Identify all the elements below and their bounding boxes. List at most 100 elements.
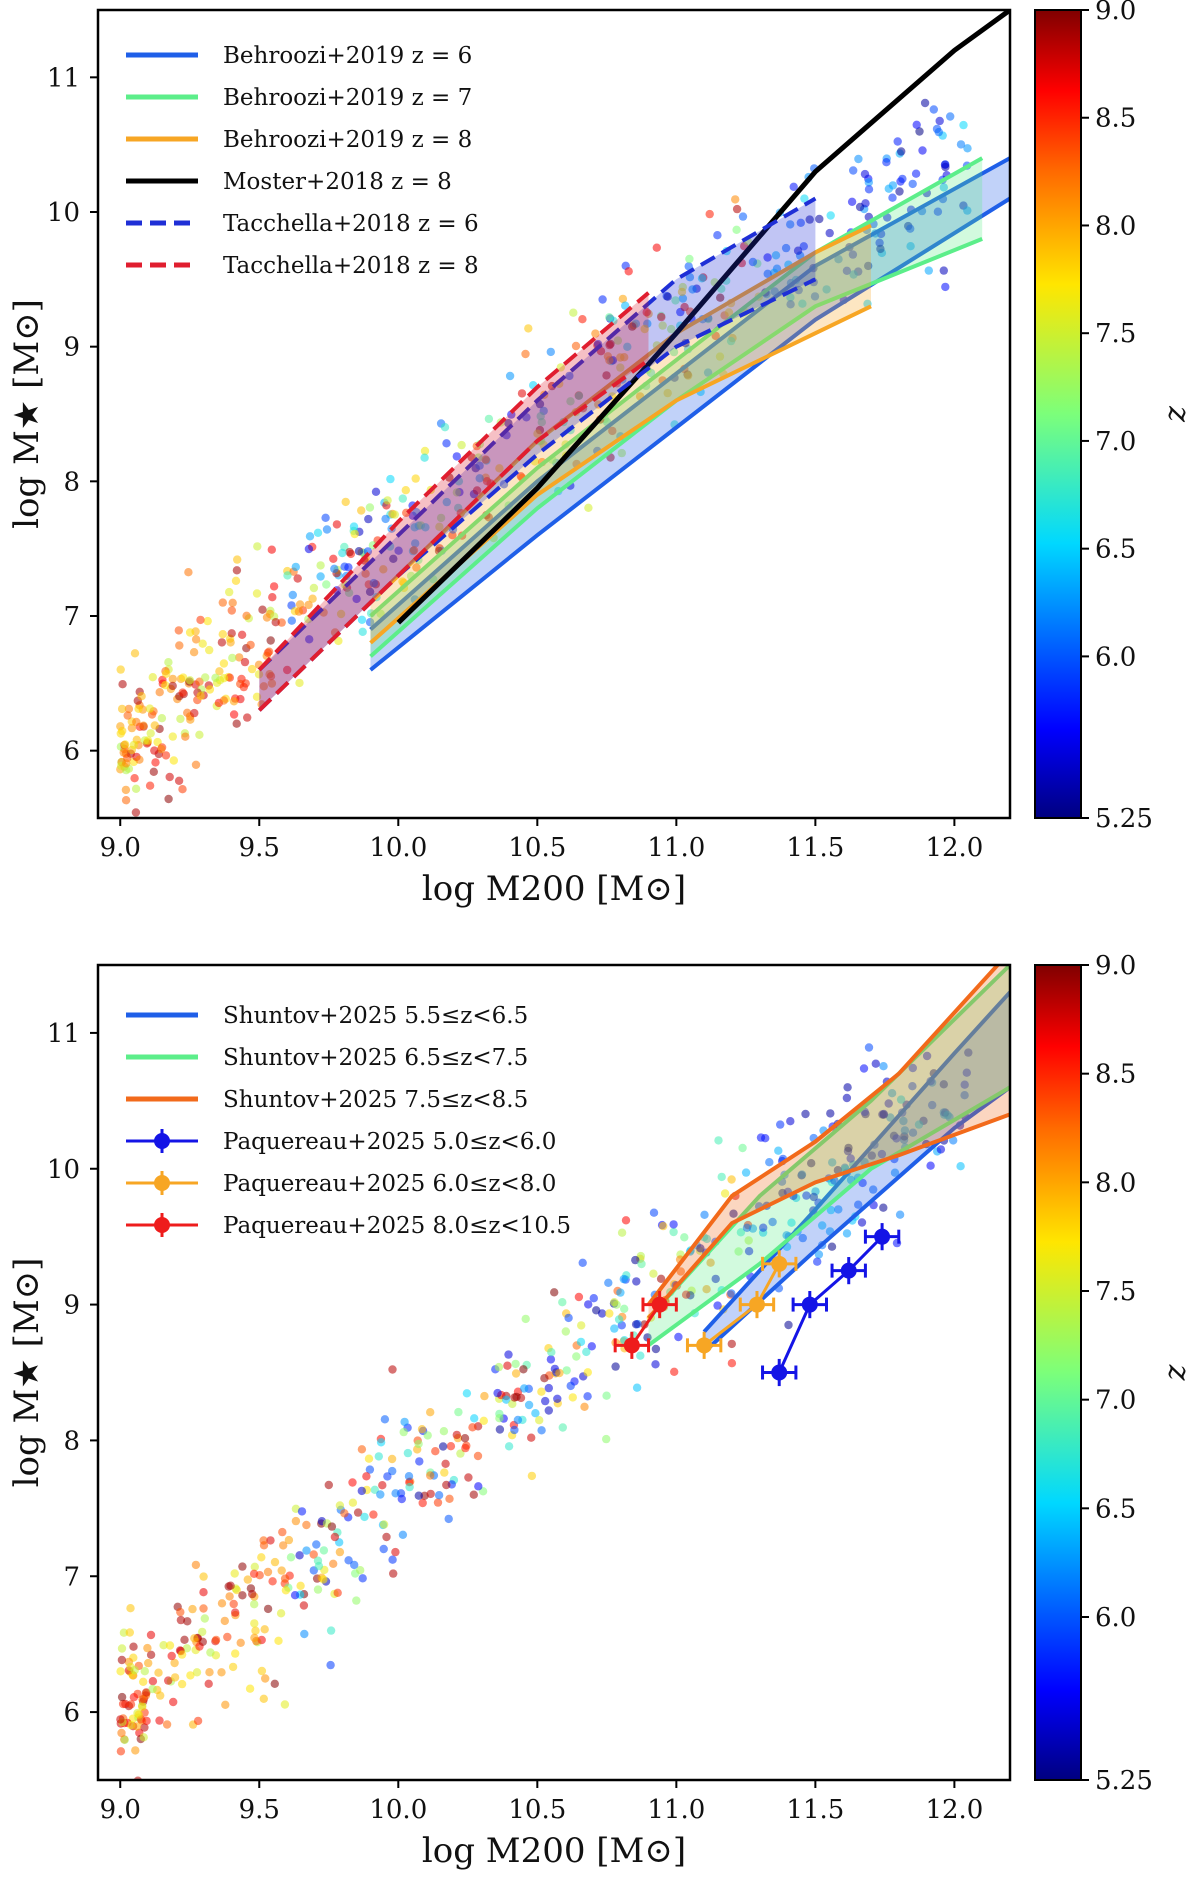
sim-point bbox=[365, 587, 375, 596]
sim-point bbox=[828, 1158, 837, 1167]
sim-point bbox=[324, 1480, 333, 1490]
sim-point bbox=[636, 1351, 645, 1360]
sim-point bbox=[191, 1560, 201, 1570]
sim-point bbox=[941, 282, 950, 292]
sim-point bbox=[165, 1641, 175, 1650]
sim-point bbox=[164, 658, 173, 667]
sim-point bbox=[243, 1575, 252, 1584]
sim-point bbox=[616, 1288, 625, 1297]
sim-point bbox=[159, 1641, 168, 1650]
sim-point bbox=[164, 1676, 173, 1685]
legend-label: Shuntov+2025 5.5≤z<6.5 bbox=[223, 1003, 528, 1029]
sim-point bbox=[616, 353, 625, 362]
sim-point bbox=[352, 594, 361, 604]
sim-point bbox=[226, 638, 235, 647]
sim-point bbox=[631, 1255, 640, 1265]
sim-point bbox=[696, 1244, 705, 1253]
sim-point bbox=[536, 412, 545, 421]
sim-point bbox=[444, 1514, 453, 1524]
x-axis-label: log M200 [M⊙] bbox=[422, 869, 686, 909]
sim-point bbox=[251, 1626, 260, 1635]
sim-point bbox=[304, 600, 313, 610]
sim-point bbox=[259, 1694, 268, 1704]
sim-point bbox=[935, 116, 944, 126]
sim-point bbox=[771, 251, 781, 260]
sim-point bbox=[227, 606, 236, 615]
sim-point bbox=[335, 1547, 345, 1557]
sim-point bbox=[420, 446, 430, 456]
sim-point bbox=[531, 1409, 540, 1418]
sim-point bbox=[619, 1274, 628, 1284]
sim-point bbox=[663, 292, 672, 301]
sim-point bbox=[524, 324, 533, 333]
sim-point bbox=[456, 1449, 465, 1458]
sim-point bbox=[169, 1697, 178, 1707]
sim-point bbox=[380, 1415, 390, 1424]
sim-point bbox=[186, 1671, 195, 1680]
sim-point bbox=[896, 1095, 906, 1104]
sim-point bbox=[640, 324, 649, 334]
sim-point bbox=[834, 255, 843, 264]
sim-point bbox=[139, 721, 148, 730]
sim-point bbox=[126, 1700, 136, 1709]
sim-point bbox=[401, 486, 410, 495]
sim-point bbox=[140, 1723, 149, 1732]
band-fill-2 bbox=[370, 225, 871, 643]
band-edge-upper-2 bbox=[646, 965, 1001, 1306]
sim-point bbox=[906, 224, 915, 233]
sim-point bbox=[176, 714, 185, 724]
sim-point bbox=[869, 1185, 878, 1194]
sim-point bbox=[744, 1247, 754, 1256]
axes-frame bbox=[96, 8, 1012, 820]
y-tick-label: 9 bbox=[63, 333, 80, 363]
sim-point bbox=[435, 522, 444, 531]
sim-point bbox=[510, 1393, 519, 1402]
sim-point bbox=[117, 1644, 127, 1653]
sim-point bbox=[205, 1668, 214, 1677]
sim-point bbox=[178, 688, 187, 697]
sim-point bbox=[277, 618, 286, 627]
errorbar-point bbox=[771, 1255, 788, 1272]
sim-point bbox=[864, 1043, 874, 1052]
sim-point bbox=[129, 1693, 139, 1702]
errorbar-point bbox=[696, 1337, 713, 1354]
sim-point bbox=[946, 112, 955, 121]
sim-point bbox=[322, 580, 331, 589]
sim-point bbox=[813, 1257, 822, 1266]
sim-point bbox=[295, 678, 304, 688]
sim-point bbox=[206, 1648, 215, 1657]
sim-point bbox=[738, 1143, 747, 1153]
sim-point bbox=[510, 1425, 519, 1435]
sim-point bbox=[651, 1360, 660, 1369]
sim-point bbox=[145, 781, 155, 790]
sim-point bbox=[659, 1221, 668, 1231]
sim-point bbox=[305, 635, 314, 644]
sim-point bbox=[138, 1702, 147, 1712]
sim-point bbox=[253, 542, 262, 551]
sim-point bbox=[799, 242, 808, 251]
sim-point bbox=[336, 609, 346, 619]
sim-point bbox=[200, 1614, 209, 1623]
sim-point bbox=[469, 1490, 478, 1499]
sim-point bbox=[389, 1569, 398, 1578]
sim-point bbox=[231, 576, 241, 585]
sim-point bbox=[464, 1473, 473, 1482]
sim-point bbox=[242, 611, 251, 620]
sim-point bbox=[250, 1600, 259, 1609]
sim-point bbox=[358, 1574, 367, 1583]
sim-point bbox=[388, 1555, 397, 1564]
sim-point bbox=[267, 545, 276, 554]
sim-point bbox=[724, 308, 734, 317]
sim-point bbox=[287, 616, 296, 625]
sim-point bbox=[656, 1274, 666, 1284]
sim-point bbox=[264, 647, 274, 656]
sim-point bbox=[230, 1569, 239, 1578]
sim-point bbox=[302, 1546, 311, 1555]
sim-point bbox=[157, 744, 166, 754]
sim-point bbox=[433, 1498, 443, 1507]
sim-point bbox=[849, 270, 858, 279]
sim-point bbox=[231, 1649, 240, 1658]
x-tick-label: 9.0 bbox=[100, 1795, 141, 1825]
colorbar-label: z bbox=[1158, 1364, 1193, 1381]
